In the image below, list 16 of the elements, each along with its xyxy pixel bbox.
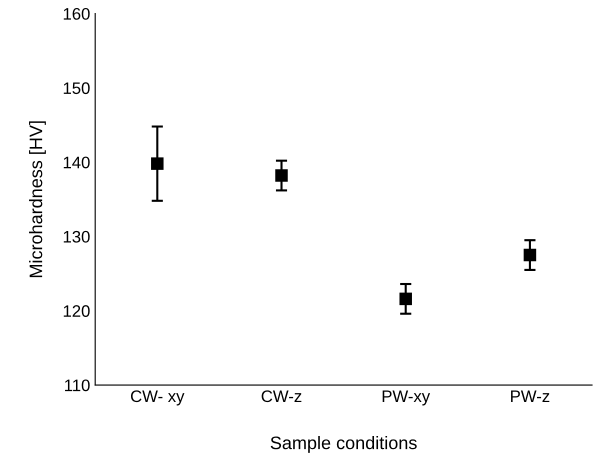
x-tick-label: CW- xy — [130, 390, 184, 406]
point — [275, 169, 288, 182]
point — [524, 248, 536, 262]
y-tick-label: 110 — [65, 379, 90, 392]
x-tick-label: PW-xy — [382, 390, 430, 406]
point — [399, 292, 412, 306]
y-tick-label: 150 — [64, 82, 90, 94]
x-tick-label: CW-z — [262, 390, 302, 402]
y-tick-label: 140 — [64, 156, 90, 168]
point — [151, 157, 164, 170]
y-tick-label: 120 — [64, 305, 90, 317]
y-tick-label: 160 — [64, 8, 90, 20]
x-axis-title: Sample conditions — [270, 436, 417, 453]
y-axis-title: Microhardness [HV] — [29, 121, 46, 278]
y-tick-label: 130 — [64, 230, 90, 243]
x-tick-label: PW-z — [511, 390, 550, 402]
